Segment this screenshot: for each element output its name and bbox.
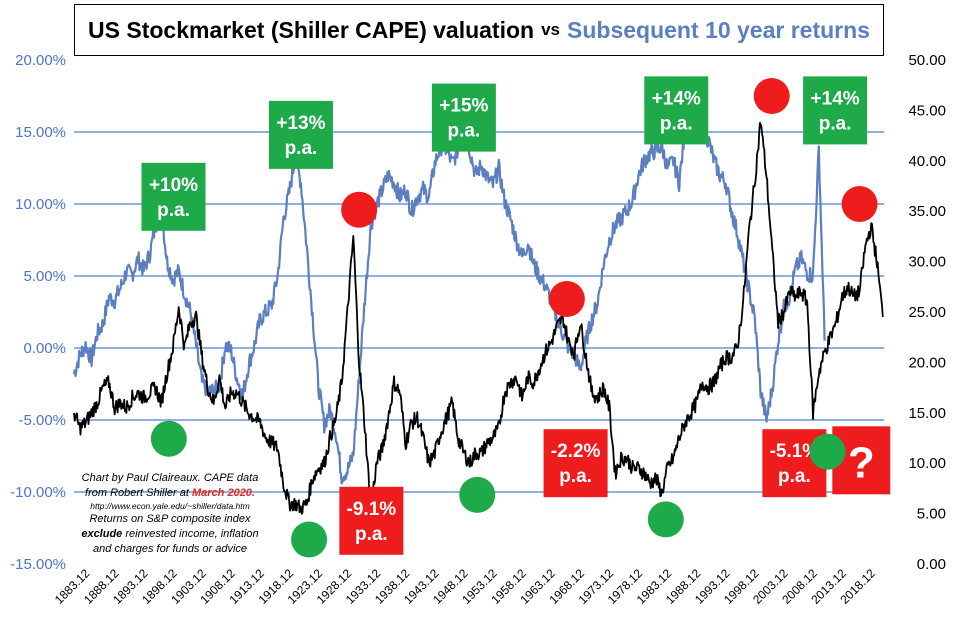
red-dot-marker (341, 191, 378, 228)
credit-date: March 2020. (192, 486, 255, 499)
green-return-box-bg (644, 76, 709, 145)
left-axis-tick-label: -5.00% (18, 412, 66, 429)
red-return-box-bg (543, 429, 608, 498)
red-return-box-bg (339, 486, 404, 555)
green-dot-marker (809, 433, 846, 470)
credit-url: http://www.econ.yale.edu/~shiller/data.h… (90, 500, 250, 511)
green-dot-marker (459, 476, 496, 513)
right-axis-tick-label: 20.00 (908, 354, 946, 371)
credit-line-5-rest: reinvested income, inflation (122, 528, 259, 540)
credit-line-2-prefix: from Robert Shiller at (85, 486, 192, 499)
green-return-box-label: +14% (811, 88, 860, 109)
green-dot-marker (291, 521, 328, 558)
red-return-box: -2.2% p.a. (543, 429, 608, 498)
right-axis-tick-label: 5.00 (917, 506, 946, 523)
chart-title-sub: Subsequent 10 year returns (567, 16, 870, 43)
green-return-box-label: +10% (149, 175, 198, 196)
green-return-box-label: p.a. (660, 113, 693, 134)
red-return-box-label: p.a. (778, 466, 811, 487)
left-axis-tick-label: 5.00% (23, 268, 66, 285)
green-return-box-label: p.a. (448, 121, 481, 142)
left-axis-tick-label: 15.00% (15, 124, 66, 141)
credit-line-1: Chart by Paul Claireaux. CAPE data (81, 472, 259, 484)
green-return-box: +14% p.a. (803, 76, 868, 145)
credit-line-6: and charges for funds or advice (92, 542, 248, 555)
red-dot-marker (841, 186, 878, 222)
green-return-box-bg (141, 162, 206, 231)
right-axis-tick-label: 45.00 (908, 102, 946, 119)
left-axis-tick-label: 0.00% (23, 340, 66, 357)
red-dot-marker (548, 281, 585, 318)
chart-title-main: US Stockmarket (Shiller CAPE) valuation (88, 16, 535, 43)
red-return-box-label: -2.2% (551, 441, 601, 462)
left-axis-tick-label: 20.00% (15, 52, 66, 69)
credit-line-2: from Robert Shiller at March 2020. (70, 486, 270, 501)
right-axis-tick-label: 10.00 (908, 455, 946, 472)
green-return-box-label: p.a. (819, 113, 852, 134)
red-return-box-label: -9.1% (347, 499, 397, 520)
right-axis-tick-label: 15.00 (908, 405, 946, 422)
left-axis-tick-label: -15.00% (10, 556, 66, 573)
right-axis-tick-label: 30.00 (908, 254, 946, 271)
green-return-box-label: +15% (439, 96, 488, 117)
green-return-box: +13% p.a. (268, 100, 333, 169)
green-return-box-label: +13% (276, 113, 325, 134)
credit-line-4: Returns on S&P composite index (89, 513, 251, 526)
green-return-box-bg (803, 76, 868, 145)
green-return-box: +10% p.a. (141, 162, 206, 231)
green-return-box-label: +14% (652, 88, 701, 109)
green-return-box-bg (431, 83, 496, 152)
series-line-cape (73, 122, 884, 515)
chart-credit-note: Chart by Paul Claireaux. CAPE data from … (70, 471, 270, 557)
right-axis-tick-label: 50.00 (908, 52, 946, 69)
left-axis-tick-label: 10.00% (15, 196, 66, 213)
red-return-box: ? (832, 426, 891, 495)
red-return-box-label: ? (848, 438, 875, 487)
green-return-box-label: p.a. (157, 200, 190, 221)
right-axis-tick-label: 40.00 (908, 153, 946, 170)
green-return-box-label: p.a. (285, 138, 318, 159)
red-return-box-label: p.a. (355, 524, 388, 545)
credit-line-5: exclude reinvested income, inflation (70, 527, 270, 542)
green-return-box-bg (268, 100, 333, 169)
right-axis-tick-label: 0.00 (917, 556, 946, 573)
green-dot-marker (647, 501, 684, 538)
chart-title-vs: vs (541, 20, 561, 39)
right-axis-tick-label: 35.00 (908, 203, 946, 220)
red-dot-marker (753, 78, 790, 114)
red-return-box: -9.1% p.a. (339, 486, 404, 555)
right-axis-tick-label: 25.00 (908, 304, 946, 321)
green-return-box: +14% p.a. (644, 76, 709, 145)
red-return-box-label: -5.1% (770, 441, 820, 462)
red-return-box-label: p.a. (559, 466, 592, 487)
chart-title: US Stockmarket (Shiller CAPE) valuation … (74, 4, 884, 56)
credit-line-5-bold: exclude (81, 528, 123, 540)
green-return-box: +15% p.a. (431, 83, 496, 152)
green-dot-marker (150, 420, 187, 457)
left-axis-tick-label: -10.00% (10, 484, 66, 501)
